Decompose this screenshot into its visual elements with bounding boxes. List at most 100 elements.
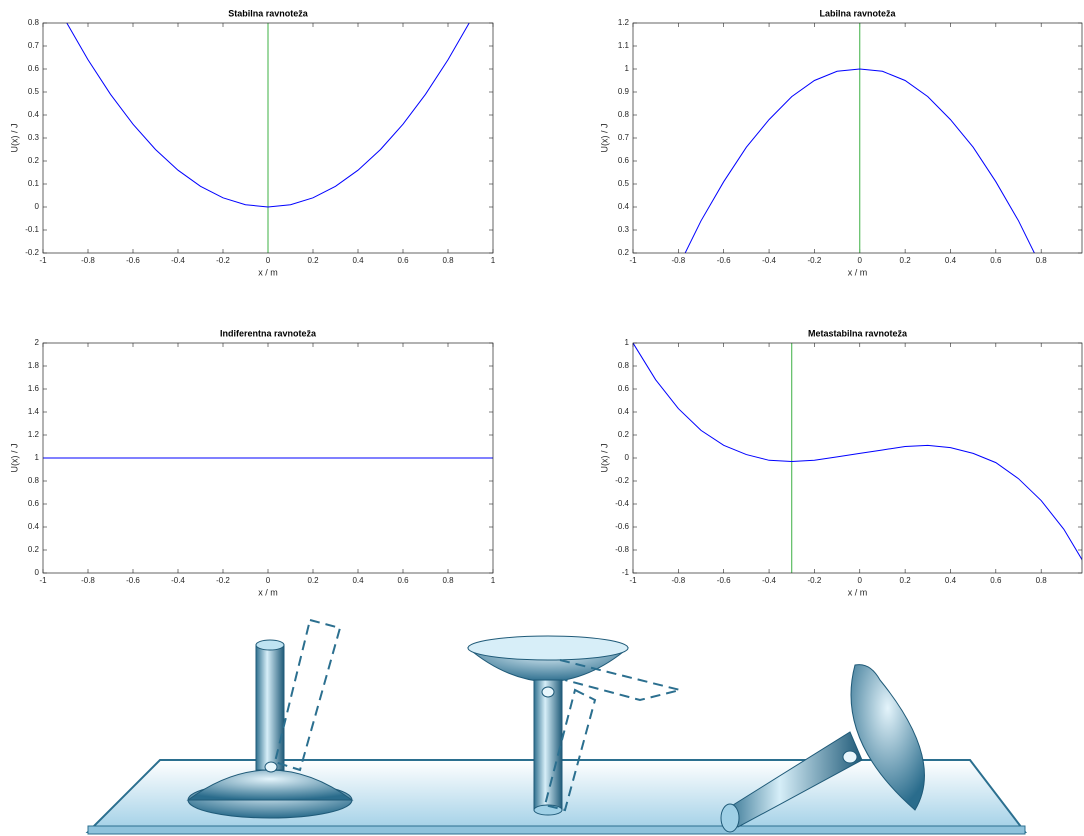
data-line — [66, 23, 470, 208]
labile-object — [466, 635, 681, 816]
x-tick-label: 1 — [491, 256, 496, 265]
chart-title: Stabilna ravnoteža — [228, 8, 309, 18]
plate-edge — [87, 825, 1026, 835]
x-tick-label: 0.6 — [990, 256, 1002, 265]
chart-title: Indiferentna ravnoteža — [220, 328, 317, 338]
x-tick-label: 0.4 — [352, 576, 364, 585]
x-tick-label: 0.6 — [397, 256, 409, 265]
x-tick-label: -0.6 — [126, 256, 140, 265]
y-tick-label: 0.2 — [28, 545, 40, 554]
y-tick-label: 0.8 — [28, 18, 40, 27]
x-axis-label: x / m — [848, 267, 868, 277]
x-tick-label: -0.8 — [81, 576, 95, 585]
y-tick-label: 0.4 — [28, 110, 40, 119]
chart: -1 -0.8 -0.6 -0.4 -0.2 0 0.2 0.4 0.6 0.8 1 -0.2 -0.1… — [9, 8, 496, 277]
x-tick-label: -0.6 — [126, 576, 140, 585]
x-axis-label: x / m — [848, 587, 868, 597]
y-tick-label: 1.6 — [28, 384, 40, 393]
y-tick-label: 0.7 — [28, 41, 40, 50]
x-tick-label: 0.8 — [442, 256, 454, 265]
chart: -1 -0.8 -0.6 -0.4 -0.2 0 0.2 0.4 0.6 0.8 -1 -0.8 -0.… — [599, 328, 1083, 597]
chart-title: Labilna ravnoteža — [819, 8, 896, 18]
y-tick-label: 0.2 — [618, 430, 630, 439]
axes-box — [632, 342, 1083, 574]
x-tick-label: -0.4 — [171, 576, 185, 585]
chart: -1 -0.8 -0.6 -0.4 -0.2 0 0.2 0.4 0.6 0.8 1 0 0.2 0.4 0… — [9, 328, 495, 597]
stable-object — [186, 618, 354, 819]
x-tick-label: -0.6 — [717, 256, 731, 265]
x-tick-label: 0.6 — [397, 576, 409, 585]
y-tick-label: 0.2 — [28, 156, 40, 165]
y-tick-label: 1.1 — [618, 41, 630, 50]
x-tick-label: -0.4 — [762, 576, 776, 585]
y-tick-label: 0.4 — [28, 522, 40, 531]
x-tick-label: 0.2 — [900, 576, 912, 585]
y-tick-label: 1.2 — [28, 430, 40, 439]
y-tick-label: 1.2 — [618, 18, 630, 27]
x-tick-label: -1 — [39, 576, 47, 585]
y-tick-label: 1 — [625, 338, 630, 347]
plot — [66, 23, 470, 253]
y-tick-label: 0.5 — [28, 87, 40, 96]
y-tick-label: 1.4 — [28, 407, 40, 416]
y-tick-label: 0 — [625, 453, 630, 462]
y-tick-label: 0.4 — [618, 407, 630, 416]
y-tick-label: 0.6 — [618, 156, 630, 165]
x-tick-label: -0.2 — [808, 576, 822, 585]
x-tick-label: 0.8 — [1036, 576, 1048, 585]
x-tick-label: 0 — [858, 576, 863, 585]
x-tick-label: 1 — [491, 576, 496, 585]
x-tick-label: -0.6 — [717, 576, 731, 585]
x-tick-label: 0.8 — [442, 576, 454, 585]
y-axis-label: U(x) / J — [9, 124, 19, 153]
x-tick-label: -0.2 — [216, 256, 230, 265]
data-line — [684, 68, 1035, 253]
x-tick-label: -0.8 — [81, 256, 95, 265]
x-tick-label: -1 — [629, 256, 637, 265]
axes-box — [42, 342, 494, 574]
y-tick-label: 2 — [35, 338, 40, 347]
x-tick-label: 0.6 — [990, 576, 1002, 585]
x-tick-label: -0.4 — [762, 256, 776, 265]
y-tick-label: 0.3 — [618, 225, 630, 234]
y-tick-label: 0 — [35, 568, 40, 577]
y-tick-label: -0.8 — [615, 545, 629, 554]
y-tick-label: -0.4 — [615, 499, 629, 508]
y-tick-label: -0.2 — [25, 248, 39, 257]
y-tick-label: -0.2 — [615, 476, 629, 485]
x-tick-label: -1 — [629, 576, 637, 585]
chart-title: Metastabilna ravnoteža — [808, 328, 908, 338]
y-tick-label: 0.5 — [618, 179, 630, 188]
plot-area — [633, 23, 1082, 253]
y-tick-label: -0.6 — [615, 522, 629, 531]
y-axis-label: U(x) / J — [9, 444, 19, 473]
x-tick-label: -0.8 — [671, 256, 685, 265]
x-tick-label: -0.4 — [171, 256, 185, 265]
x-tick-label: 0.4 — [945, 576, 957, 585]
y-tick-label: -1 — [622, 568, 630, 577]
y-tick-label: 0.7 — [618, 133, 630, 142]
x-tick-label: -0.2 — [808, 256, 822, 265]
x-tick-label: 0.4 — [352, 256, 364, 265]
y-tick-label: 1 — [35, 453, 40, 462]
x-tick-label: -0.2 — [216, 576, 230, 585]
x-tick-label: 0 — [858, 256, 863, 265]
y-tick-label: 0.8 — [618, 361, 630, 370]
y-tick-label: -0.1 — [25, 225, 39, 234]
y-tick-label: 1.8 — [28, 361, 40, 370]
y-tick-label: 0.8 — [618, 110, 630, 119]
plot-area — [633, 343, 1082, 573]
x-tick-label: 0.8 — [1036, 256, 1048, 265]
axes-box — [632, 22, 1083, 254]
indifferent-object — [720, 664, 925, 833]
plot — [633, 343, 1082, 573]
chart: -1 -0.8 -0.6 -0.4 -0.2 0 0.2 0.4 0.6 0.8 0.2 0.3 0.4… — [599, 8, 1083, 277]
x-tick-label: 0.2 — [307, 576, 319, 585]
x-axis-label: x / m — [258, 267, 278, 277]
y-tick-label: 0.2 — [618, 248, 630, 257]
y-tick-label: 0.8 — [28, 476, 40, 485]
data-line — [633, 343, 1082, 561]
y-tick-label: 0.6 — [618, 384, 630, 393]
y-axis-label: U(x) / J — [599, 124, 609, 153]
y-tick-label: 1 — [625, 64, 630, 73]
